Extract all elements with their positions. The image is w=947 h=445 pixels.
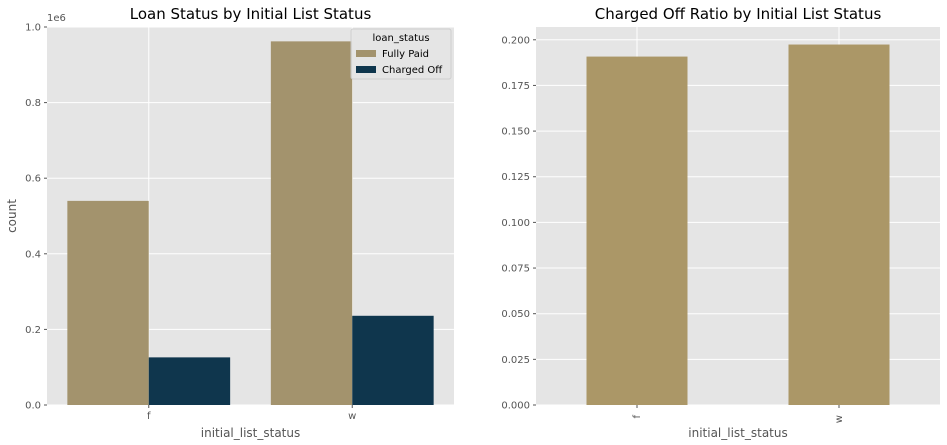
ytick-label: 0.075 — [501, 264, 530, 275]
ytick-label: 0.200 — [501, 35, 530, 46]
legend-swatch — [356, 66, 376, 73]
legend-title: loan_status — [372, 33, 429, 44]
chart-title: Loan Status by Initial List Status — [130, 5, 372, 23]
chart-charged-off-ratio: 0.000 0.025 0.050 0.075 0.100 0.125 0.150 0.175… — [501, 5, 940, 440]
bar-charged-off-w — [352, 315, 434, 405]
ytick-label: 0.0 — [25, 401, 41, 412]
ytick-label: 0.025 — [501, 355, 530, 366]
ytick-label: 0.4 — [25, 249, 41, 260]
xtick-label: w — [348, 411, 356, 422]
ytick-label: 0.050 — [501, 309, 530, 320]
legend-swatch — [356, 50, 376, 57]
xtick-label: w — [834, 415, 845, 423]
bar-fully-paid-w — [270, 41, 353, 405]
ytick-label: 0.6 — [25, 174, 41, 185]
ytick-label: 0.2 — [25, 325, 41, 336]
chart-loan-status: 0.0 0.2 0.4 0.6 0.8 1.0 f w Loan Status by Initi… — [5, 5, 454, 440]
bar-charged-off-f — [148, 357, 231, 405]
legend-entry: Fully Paid — [382, 49, 429, 60]
xtick-label: f — [632, 415, 643, 419]
ytick-label: 0.150 — [501, 127, 530, 138]
bar-ratio-f — [586, 56, 688, 405]
ytick-label: 0.175 — [501, 81, 530, 92]
ytick-label: 0.125 — [501, 172, 530, 183]
ytick-label: 1.0 — [25, 23, 41, 34]
bar-fully-paid-f — [67, 200, 149, 405]
ytick-label: 0.8 — [25, 98, 41, 109]
ytick-label: 0.100 — [501, 218, 530, 229]
x-axis-label: initial_list_status — [201, 426, 301, 440]
xtick-label: f — [147, 411, 151, 422]
chart-title: Charged Off Ratio by Initial List Status — [595, 5, 882, 23]
y-offset-text: 1e6 — [47, 13, 66, 24]
bar-ratio-w — [788, 44, 890, 406]
x-axis-label: initial_list_status — [688, 426, 788, 440]
legend-entry: Charged Off — [382, 65, 443, 76]
ytick-label: 0.000 — [501, 401, 530, 412]
y-axis-label: count — [5, 199, 19, 233]
